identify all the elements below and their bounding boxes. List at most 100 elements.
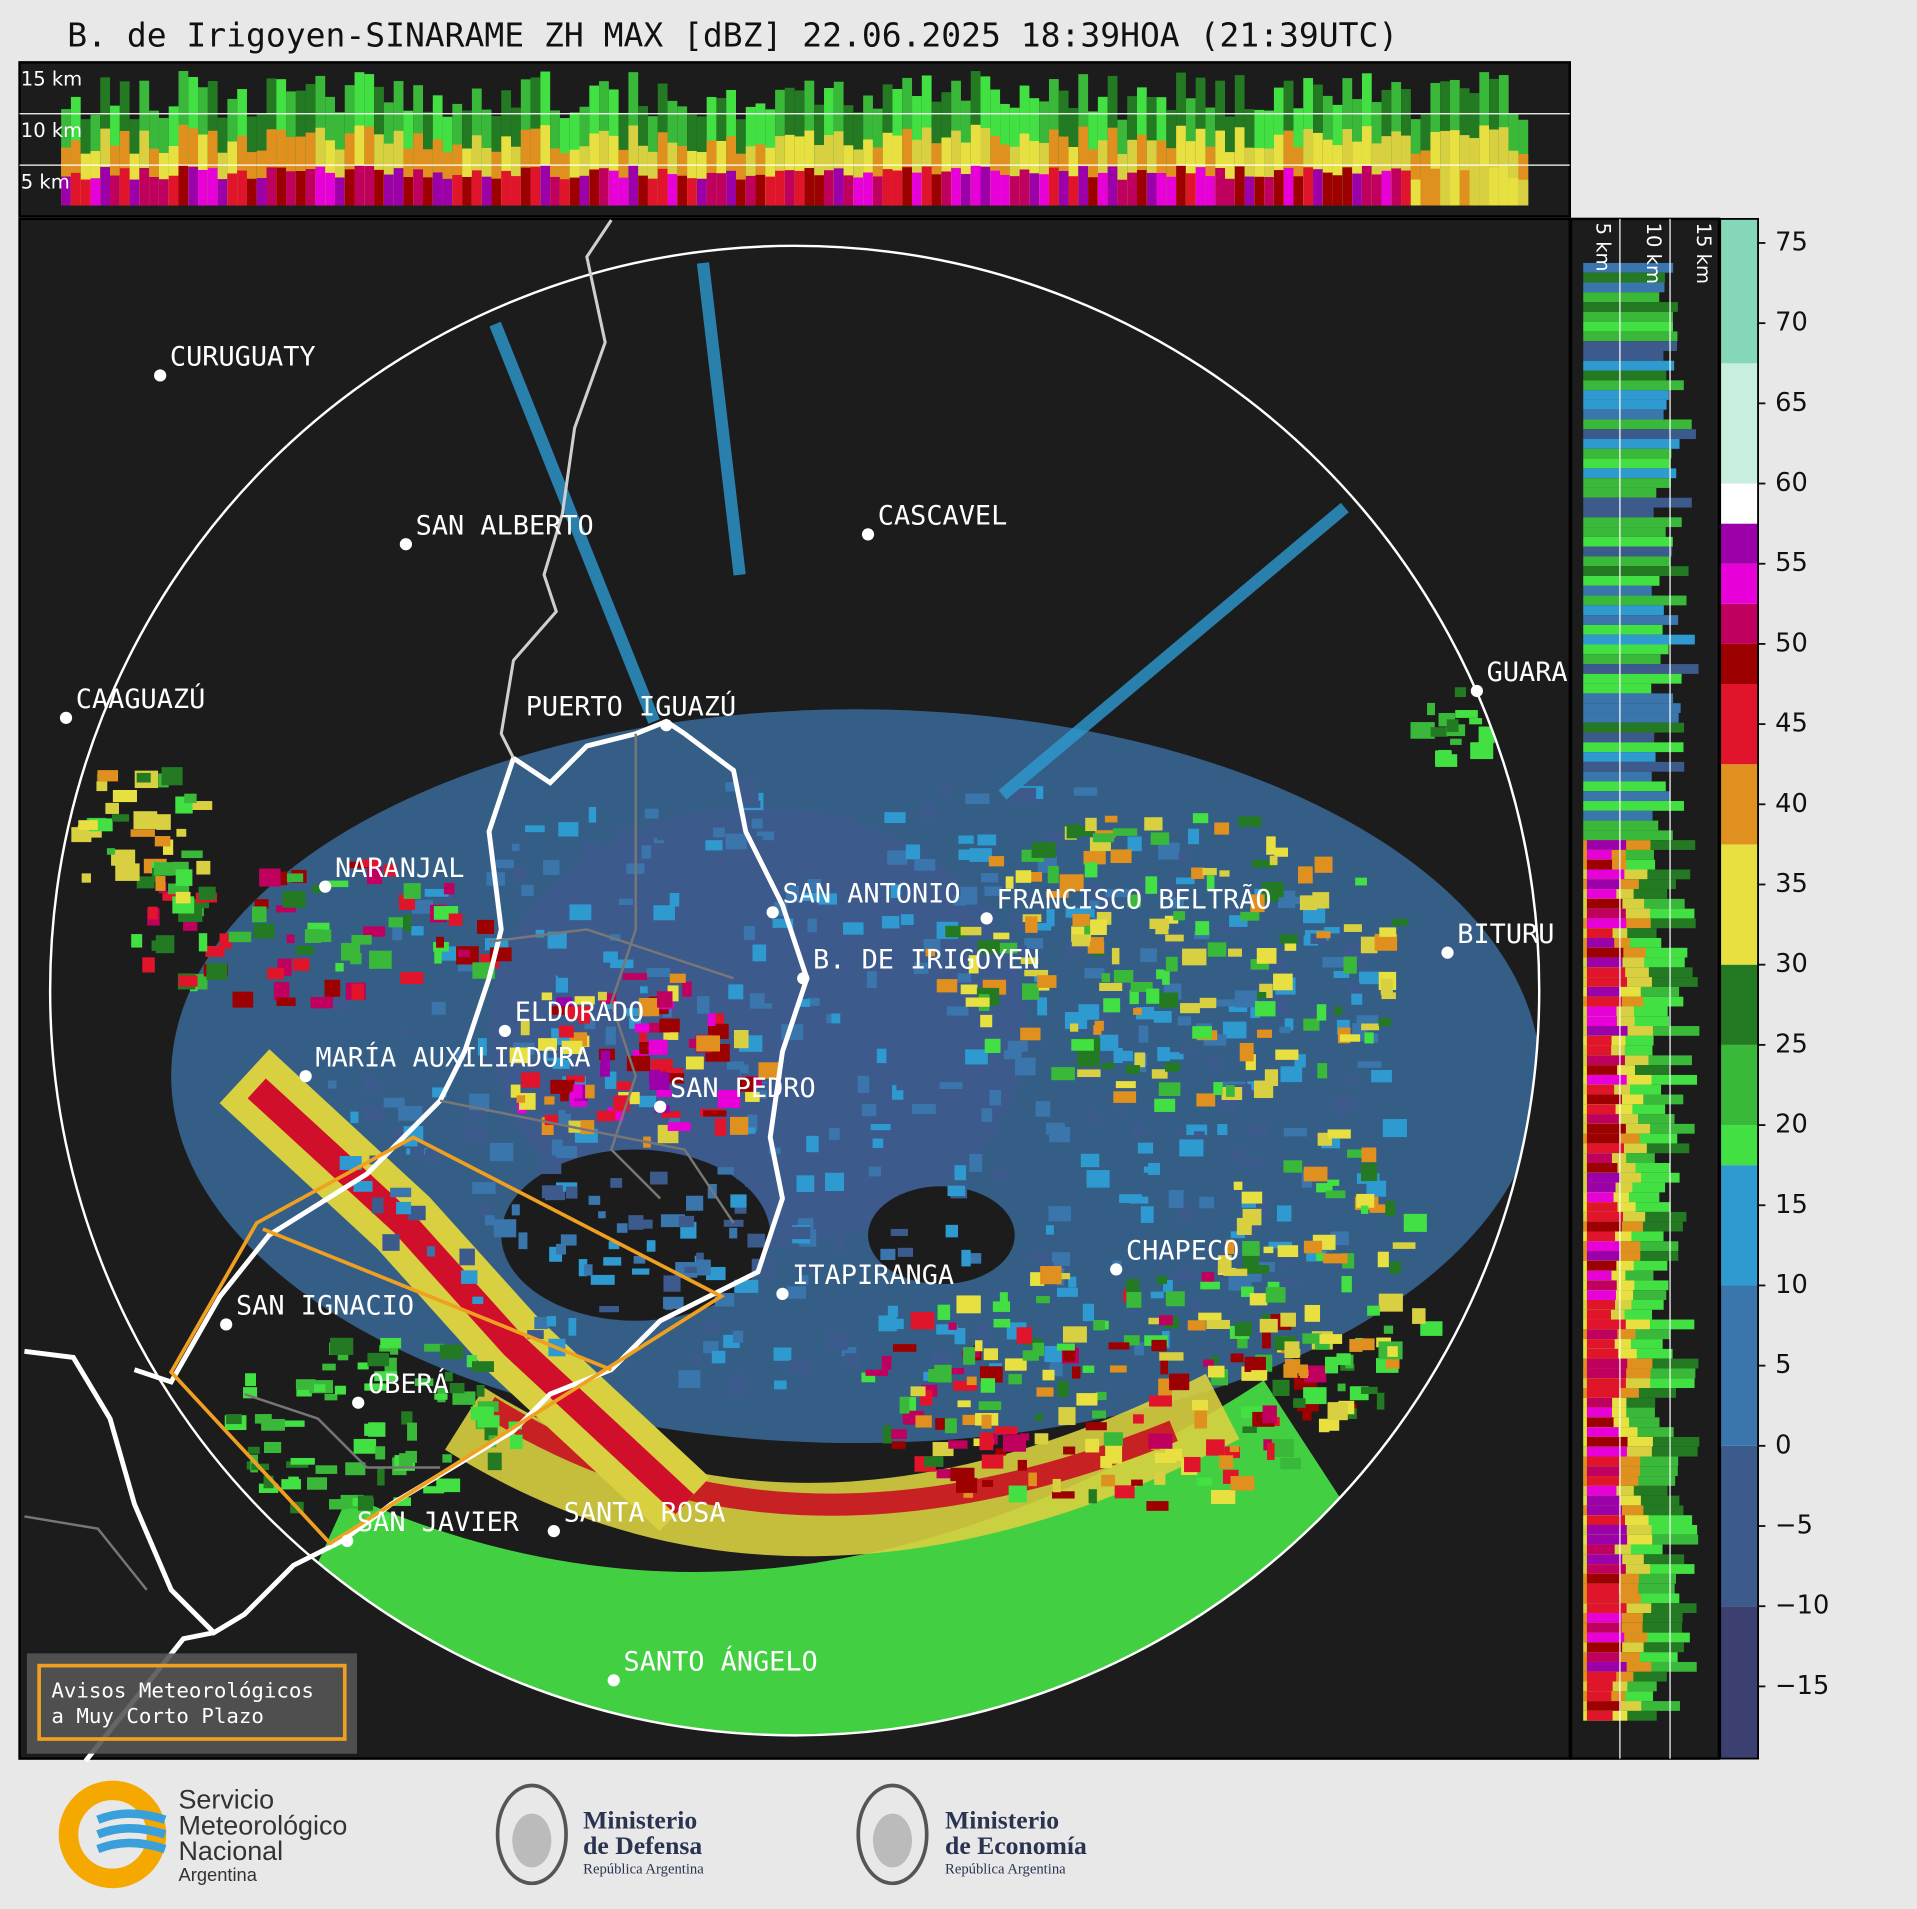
city-dot xyxy=(861,528,875,541)
echo-row xyxy=(1586,1260,1617,1271)
echo-col xyxy=(374,169,384,206)
echo-cell xyxy=(1151,1339,1167,1352)
echo-cell xyxy=(493,1219,517,1238)
echo-cell xyxy=(981,873,999,883)
echo-cell xyxy=(646,1240,656,1252)
echo-col xyxy=(1195,128,1206,206)
echo-cell xyxy=(940,783,951,796)
echo-cell xyxy=(1059,874,1084,892)
echo-cell xyxy=(639,1029,647,1044)
echo-cell xyxy=(1319,1334,1343,1344)
echo-cell xyxy=(831,1013,841,1024)
echo-row xyxy=(1586,859,1613,870)
echo-cell xyxy=(1196,1093,1216,1107)
echo-cell xyxy=(304,929,322,943)
echo-cell xyxy=(509,1434,523,1449)
echo-cell xyxy=(1234,1322,1252,1337)
echo-cell xyxy=(1291,896,1306,905)
echo-cell xyxy=(728,984,744,1000)
echo-cell xyxy=(1155,925,1169,935)
echo-cell xyxy=(353,1438,377,1454)
echo-cell xyxy=(774,1380,787,1390)
echo-cell xyxy=(296,1389,312,1397)
echo-row xyxy=(1583,830,1673,841)
echo-row xyxy=(1586,1603,1627,1614)
echo-cell xyxy=(261,1418,285,1431)
echo-cell xyxy=(1192,813,1209,824)
echo-cell xyxy=(1069,1023,1079,1032)
echo-row xyxy=(1586,1534,1628,1545)
echo-cell xyxy=(364,1106,385,1121)
echo-cell xyxy=(1430,727,1448,737)
echo-cell xyxy=(1011,787,1037,805)
echo-cell xyxy=(678,1370,701,1389)
echo-cell xyxy=(1192,1301,1201,1312)
echo-cell xyxy=(638,1095,657,1108)
echo-cell xyxy=(799,1275,809,1285)
echo-cell xyxy=(977,834,997,846)
echo-cell xyxy=(1017,1459,1027,1471)
echo-cell xyxy=(983,1129,1002,1137)
echo-cell xyxy=(1304,1304,1321,1322)
echo-cell xyxy=(956,1477,978,1493)
echo-cell xyxy=(588,1195,601,1205)
echo-cell xyxy=(1324,1356,1339,1374)
echo-cell xyxy=(714,1118,727,1137)
echo-row xyxy=(1583,341,1678,351)
echo-cell xyxy=(1021,983,1040,1000)
echo-row xyxy=(1583,419,1692,430)
echo-cell xyxy=(1008,1374,1022,1385)
echo-cell xyxy=(1256,991,1267,999)
echo-cell xyxy=(1002,1434,1027,1452)
echo-row xyxy=(1586,1564,1626,1574)
colorbar-tick-label: 45 xyxy=(1775,709,1808,739)
echo-cell xyxy=(785,885,800,903)
colorbar-tick-label: 75 xyxy=(1775,227,1808,257)
echo-cell xyxy=(1361,1338,1375,1351)
echo-col xyxy=(237,170,247,206)
echo-col xyxy=(305,132,316,206)
echo-col xyxy=(344,169,355,206)
echo-col xyxy=(1459,170,1470,206)
echo-col xyxy=(550,176,560,206)
echo-cell xyxy=(641,845,652,859)
echo-cell xyxy=(1099,982,1123,991)
echo-row xyxy=(1583,556,1671,567)
echo-col xyxy=(1283,168,1294,206)
echo-cell xyxy=(1267,1281,1280,1291)
logo-text: de Economía xyxy=(945,1831,1087,1860)
echo-row xyxy=(1583,390,1669,400)
echo-cell xyxy=(480,1205,491,1219)
echo-col xyxy=(599,168,609,206)
echo-cell xyxy=(1194,1410,1208,1429)
echo-cell xyxy=(1162,970,1170,985)
echo-cell xyxy=(390,1128,404,1138)
echo-row xyxy=(1583,409,1664,420)
echo-cell xyxy=(1140,1206,1154,1223)
echo-cell xyxy=(368,1422,386,1437)
echo-col xyxy=(1117,179,1128,206)
echo-cell xyxy=(1242,1208,1262,1226)
echo-row xyxy=(1583,644,1669,655)
echo-cell xyxy=(1202,867,1217,876)
echo-cell xyxy=(552,1059,570,1069)
echo-cell xyxy=(535,929,545,938)
echo-cell xyxy=(282,890,306,908)
echo-cell xyxy=(981,1414,992,1429)
echo-cell xyxy=(151,940,173,951)
echo-cell xyxy=(1153,1011,1172,1023)
echo-cell xyxy=(669,973,686,983)
echo-row xyxy=(1583,566,1689,577)
echo-cell xyxy=(948,1440,968,1449)
echo-row xyxy=(1583,429,1696,440)
echo-cell xyxy=(1137,1142,1154,1154)
echo-row xyxy=(1583,820,1659,831)
echo-cell xyxy=(1108,1342,1130,1350)
echo-cell xyxy=(431,1001,446,1015)
echo-cell xyxy=(663,1296,684,1309)
echo-cell xyxy=(1283,1160,1303,1173)
echo-cell xyxy=(739,1064,749,1081)
echo-col xyxy=(824,134,834,206)
echo-row xyxy=(1583,683,1652,694)
echo-cell xyxy=(1072,1366,1081,1379)
